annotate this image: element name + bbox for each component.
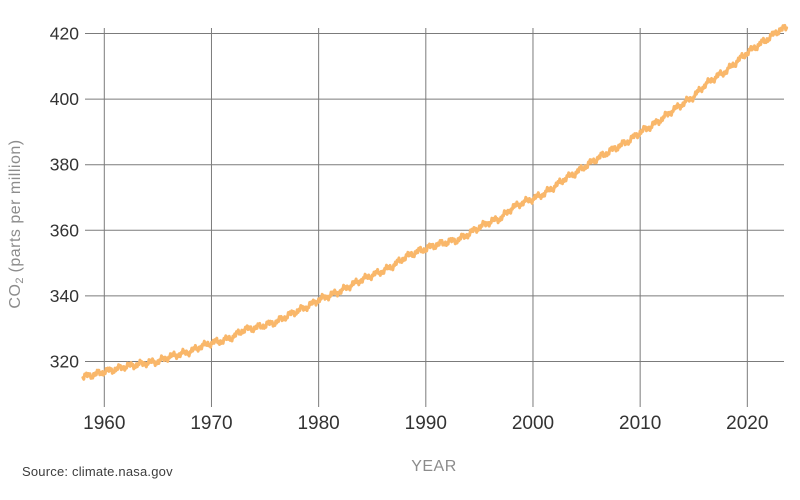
x-tick-label: 2000 [512,413,554,434]
y-tick-label: 420 [50,24,79,44]
x-tick-label: 1970 [190,413,232,434]
x-axis-title: YEAR [411,458,457,475]
y-tick-label: 380 [50,155,79,175]
x-tick-label: 2010 [619,413,661,434]
y-axis-title: CO2 (parts per million) [7,139,26,308]
y-tick-label: 400 [50,89,79,109]
x-tick-label: 2020 [726,413,768,434]
y-tick-label: 320 [50,352,79,372]
y-tick-label: 360 [50,220,79,240]
tick-labels: 320 340 360 380 400 420 1960 1970 1980 1990 2000 20… [50,24,769,435]
x-tick-label: 1960 [83,413,125,434]
x-tick-label: 1990 [405,413,447,434]
grid-lines [85,28,784,407]
y-tick-label: 340 [50,286,79,306]
source-note: Source: climate.nasa.gov [22,464,173,479]
co2-trend-line [81,23,789,381]
x-tick-label: 1980 [297,413,339,434]
